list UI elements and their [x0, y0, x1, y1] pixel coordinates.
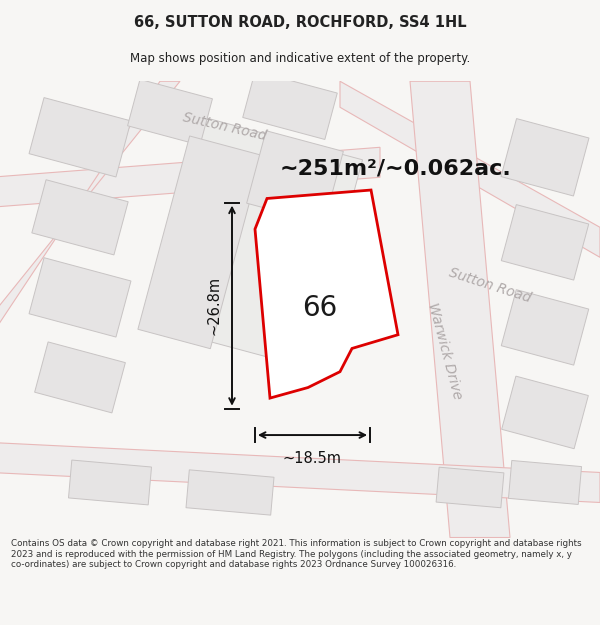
Polygon shape	[247, 131, 343, 224]
Polygon shape	[501, 119, 589, 196]
Polygon shape	[29, 98, 131, 177]
Polygon shape	[340, 81, 600, 258]
Text: Contains OS data © Crown copyright and database right 2021. This information is : Contains OS data © Crown copyright and d…	[11, 539, 581, 569]
Text: Warwick Drive: Warwick Drive	[425, 301, 464, 401]
Text: Sutton Road: Sutton Road	[182, 110, 268, 143]
Text: 66, SUTTON ROAD, ROCHFORD, SS4 1HL: 66, SUTTON ROAD, ROCHFORD, SS4 1HL	[134, 15, 466, 30]
Text: ~26.8m: ~26.8m	[206, 276, 221, 335]
Text: Map shows position and indicative extent of the property.: Map shows position and indicative extent…	[130, 52, 470, 65]
Polygon shape	[255, 190, 398, 398]
Text: 66: 66	[302, 294, 338, 322]
Polygon shape	[32, 180, 128, 255]
Text: ~18.5m: ~18.5m	[283, 451, 341, 466]
Polygon shape	[29, 258, 131, 337]
Polygon shape	[436, 468, 504, 508]
Text: ~251m²/~0.062ac.: ~251m²/~0.062ac.	[280, 159, 512, 179]
Polygon shape	[502, 376, 589, 449]
Polygon shape	[68, 460, 152, 505]
Polygon shape	[186, 470, 274, 515]
Text: Sutton Road: Sutton Road	[447, 265, 533, 305]
Polygon shape	[508, 461, 581, 504]
Polygon shape	[148, 117, 362, 368]
Polygon shape	[243, 71, 337, 139]
Polygon shape	[35, 342, 125, 413]
Polygon shape	[0, 442, 600, 503]
Polygon shape	[410, 81, 510, 538]
Polygon shape	[128, 79, 212, 145]
Polygon shape	[0, 148, 380, 208]
Polygon shape	[138, 136, 262, 349]
Polygon shape	[501, 289, 589, 365]
Polygon shape	[0, 81, 180, 338]
Polygon shape	[501, 204, 589, 280]
